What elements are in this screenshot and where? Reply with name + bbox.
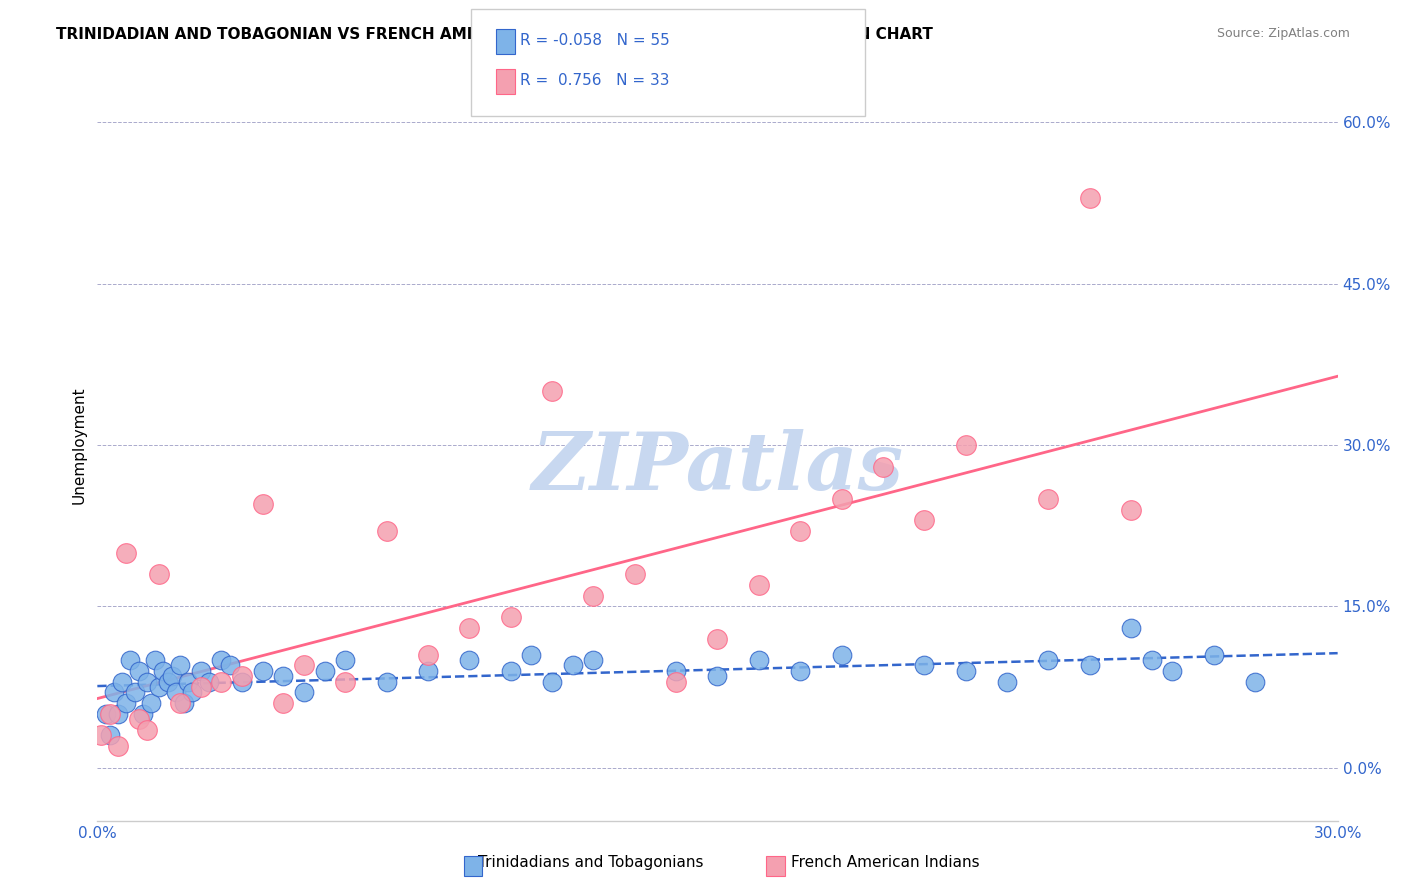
Point [748,653,770,667]
Point [252,664,274,678]
Point [582,589,605,603]
Point [231,674,253,689]
Point [541,674,564,689]
Point [273,669,295,683]
Point [789,524,811,538]
Point [128,712,150,726]
Point [624,567,647,582]
Point [190,680,212,694]
Point [103,685,125,699]
Point [132,706,155,721]
Point [1078,658,1101,673]
Point [90,728,112,742]
Point [416,648,439,662]
Point [831,491,853,506]
Text: R =  0.756   N = 33: R = 0.756 N = 33 [520,73,669,87]
Point [1119,502,1142,516]
Point [292,658,315,673]
Point [198,674,221,689]
Text: Source: ZipAtlas.com: Source: ZipAtlas.com [1216,27,1350,40]
Point [94,706,117,721]
Point [128,664,150,678]
Point [1244,674,1267,689]
Point [1078,191,1101,205]
Text: ZIPatlas: ZIPatlas [531,429,904,507]
Point [169,696,191,710]
Point [111,674,134,689]
Point [173,696,195,710]
Point [148,567,170,582]
Text: French American Indians: French American Indians [792,855,980,870]
Point [115,545,138,559]
Point [499,610,522,624]
Y-axis label: Unemployment: Unemployment [72,386,86,504]
Point [115,696,138,710]
Point [375,674,398,689]
Point [789,664,811,678]
Point [190,664,212,678]
Point [416,664,439,678]
Point [831,648,853,662]
Point [912,658,935,673]
Point [136,723,159,737]
Point [273,696,295,710]
Point [107,739,129,754]
Point [375,524,398,538]
Point [995,674,1018,689]
Point [1038,653,1060,667]
Point [314,664,336,678]
Point [872,459,894,474]
Point [292,685,315,699]
Point [541,384,564,399]
Point [1038,491,1060,506]
Point [335,674,357,689]
Point [520,648,543,662]
Point [706,669,728,683]
Point [181,685,204,699]
Point [143,653,166,667]
Text: R = -0.058   N = 55: R = -0.058 N = 55 [520,33,671,47]
Point [231,669,253,683]
Point [912,513,935,527]
Point [160,669,183,683]
Point [107,706,129,721]
Point [561,658,583,673]
Point [218,658,240,673]
Point [177,674,200,689]
Point [665,674,688,689]
Point [209,674,232,689]
Point [124,685,146,699]
Text: TRINIDADIAN AND TOBAGONIAN VS FRENCH AMERICAN INDIAN UNEMPLOYMENT CORRELATION CH: TRINIDADIAN AND TOBAGONIAN VS FRENCH AME… [56,27,934,42]
Point [955,438,977,452]
Point [209,653,232,667]
Point [165,685,187,699]
Point [1202,648,1225,662]
Point [458,621,481,635]
Point [335,653,357,667]
Point [499,664,522,678]
Point [665,664,688,678]
Point [120,653,142,667]
Point [152,664,174,678]
Point [458,653,481,667]
Point [1119,621,1142,635]
Point [148,680,170,694]
Point [748,578,770,592]
Point [955,664,977,678]
Point [98,728,121,742]
Point [98,706,121,721]
Point [1161,664,1184,678]
Point [582,653,605,667]
Point [252,497,274,511]
Point [169,658,191,673]
Point [1140,653,1163,667]
Point [139,696,162,710]
Point [156,674,179,689]
Point [136,674,159,689]
Text: Trinidadians and Tobagonians: Trinidadians and Tobagonians [478,855,703,870]
Point [706,632,728,646]
